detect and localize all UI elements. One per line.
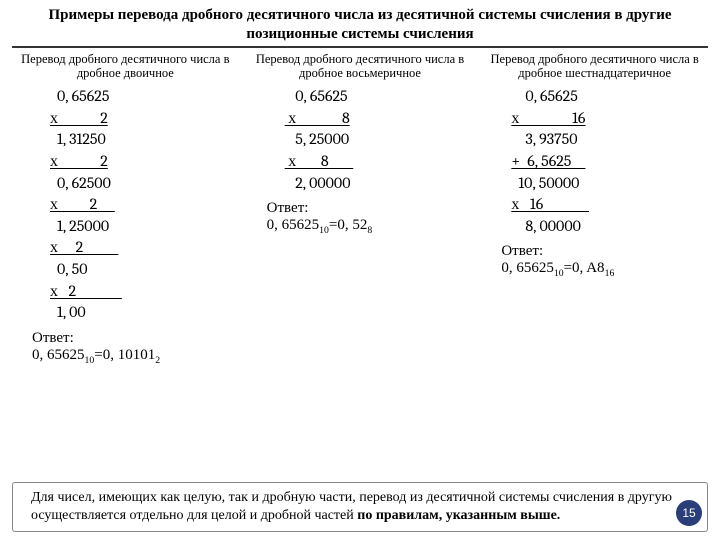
- columns-container: Перевод дробного десятичного числа в дро…: [12, 52, 708, 366]
- col2-answer-label: Ответ:: [247, 200, 474, 217]
- col1-answer-value: 0, 6562510=0, 101012: [12, 347, 239, 366]
- col3-answer-label: Ответ:: [481, 243, 708, 260]
- col3-calc: 0, 65625х 16 3, 93750+ 6, 5625 10, 50000…: [481, 86, 708, 237]
- col2-subtitle: Перевод дробного десятичного числа в дро…: [247, 52, 474, 81]
- column-binary: Перевод дробного десятичного числа в дро…: [12, 52, 239, 366]
- col2-answer-value: 0, 6562510=0, 528: [247, 217, 474, 236]
- col1-answer-label: Ответ:: [12, 330, 239, 347]
- footer-note: Для чисел, имеющих как целую, так и дроб…: [12, 482, 708, 532]
- col2-calc: 0, 65625 х 8 5, 25000 х 8 2, 00000: [247, 86, 474, 194]
- note-highlight: по правилам, указанным выше.: [357, 508, 560, 523]
- column-octal: Перевод дробного десятичного числа в дро…: [247, 52, 474, 366]
- note-text: Для чисел, имеющих как целую, так и дроб…: [31, 490, 672, 523]
- column-hex: Перевод дробного десятичного числа в дро…: [481, 52, 708, 366]
- slide-title: Примеры перевода дробного десятичного чи…: [12, 6, 708, 48]
- col3-answer-value: 0, 6562510=0, A816: [481, 260, 708, 279]
- col1-subtitle: Перевод дробного десятичного числа в дро…: [12, 52, 239, 81]
- col3-subtitle: Перевод дробного десятичного числа в дро…: [481, 52, 708, 81]
- col1-calc: 0, 65625х 2 1, 31250х 2 0, 62500х 2 1, 2…: [12, 86, 239, 324]
- page-number-badge: 15: [676, 500, 702, 526]
